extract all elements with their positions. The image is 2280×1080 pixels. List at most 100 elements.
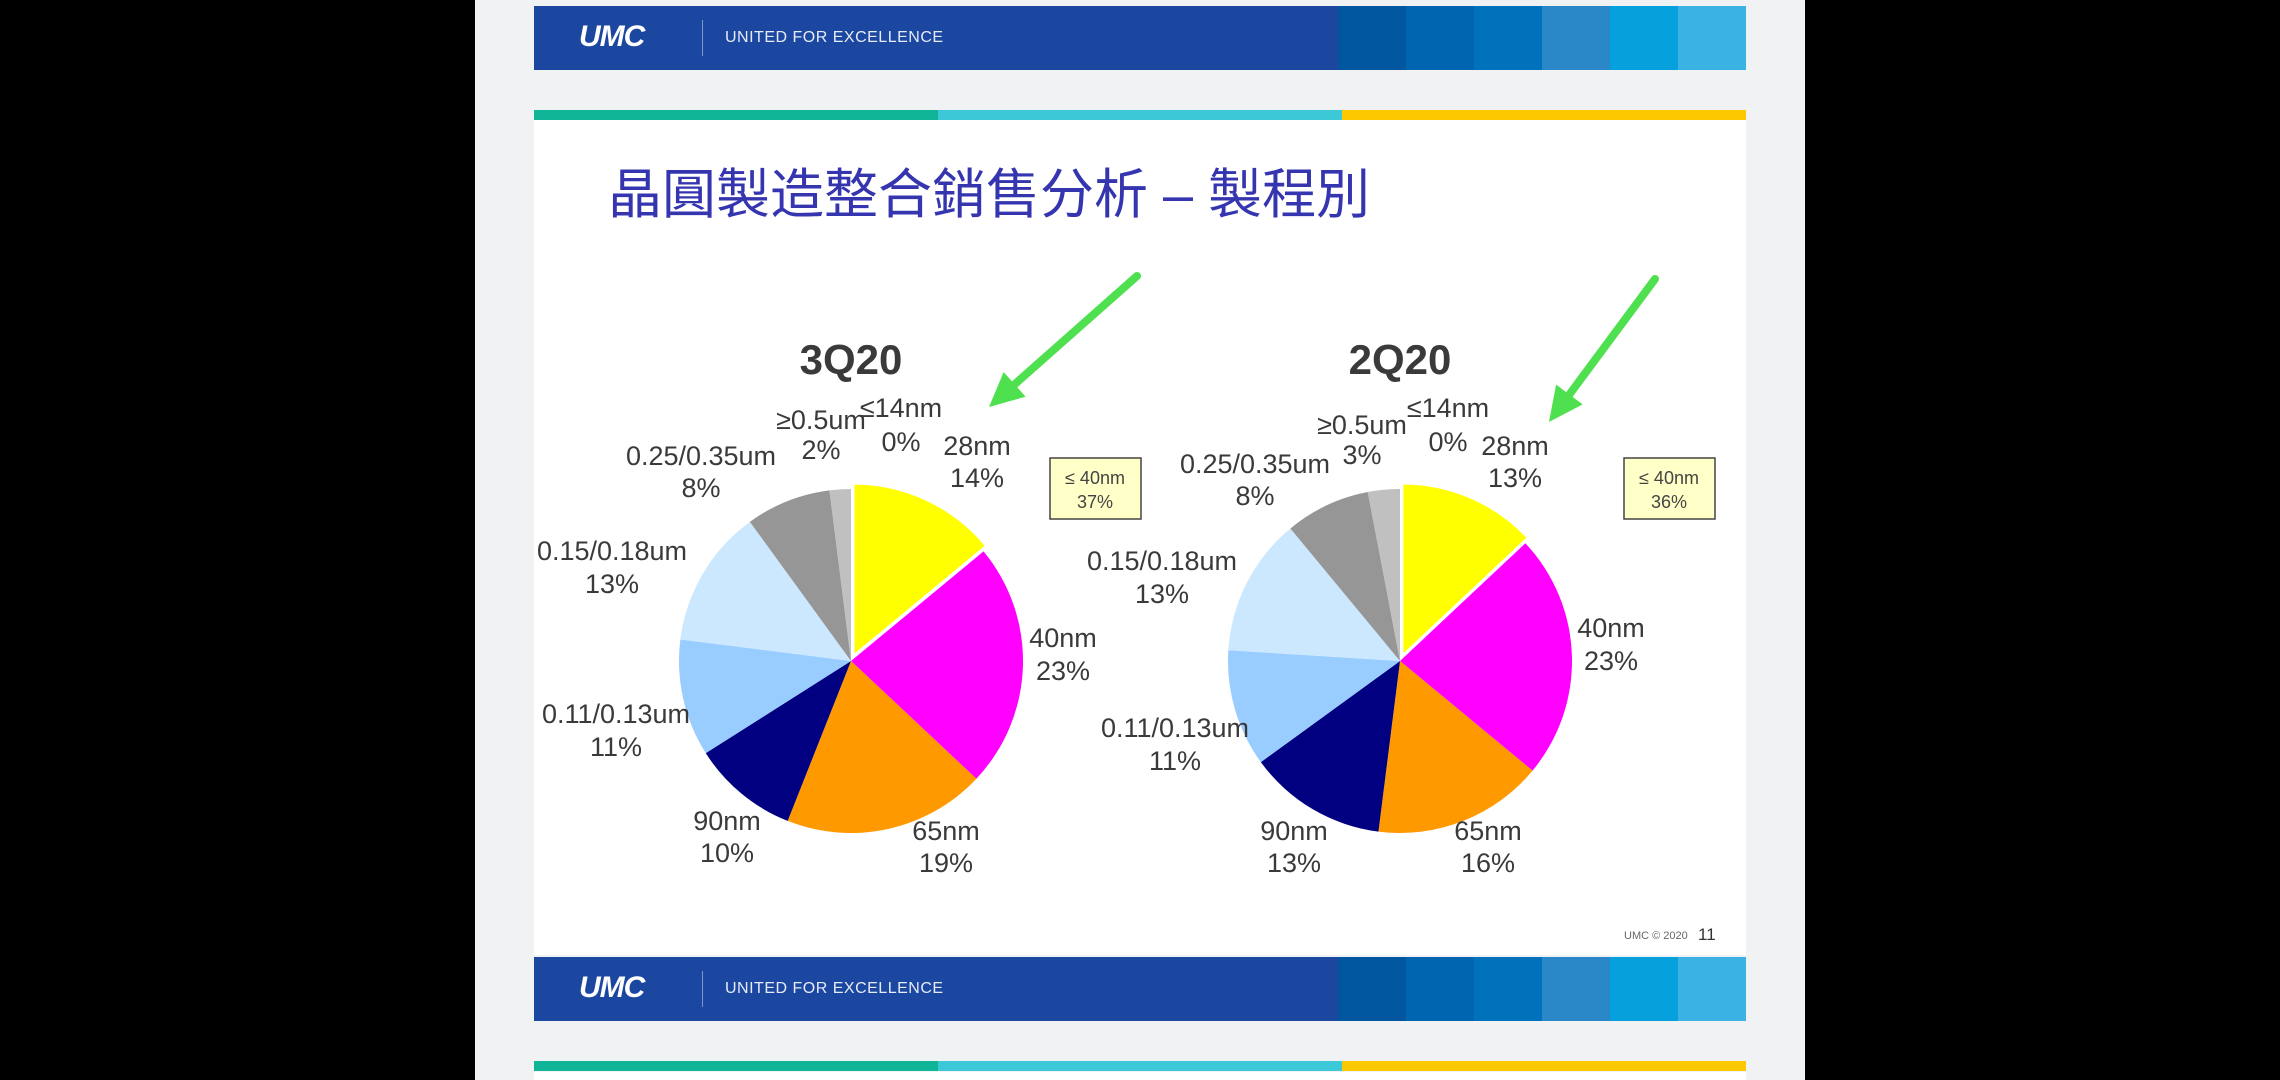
slice-label: 28nm <box>943 431 1011 461</box>
pie-slice-0.11/0.13um <box>1227 650 1400 763</box>
chart-title: 3Q20 <box>800 336 903 383</box>
pie-slice-90nm <box>1260 661 1400 832</box>
annotation-box <box>1623 457 1716 520</box>
pie-slice-28nm <box>1401 482 1530 658</box>
strip-segment <box>938 1061 1342 1071</box>
slice-label: ≤14nm <box>1407 393 1489 423</box>
slice-percent: 19% <box>919 848 973 878</box>
color-block <box>1678 6 1746 70</box>
tagline: UNITED FOR EXCELLENCE <box>725 29 944 46</box>
strip-segment <box>534 1061 938 1071</box>
strip-segment <box>1342 1061 1746 1071</box>
strip-segment <box>1342 110 1746 120</box>
pie-slice-≥0.5um <box>829 489 851 661</box>
slice-percent: 11% <box>590 732 642 762</box>
umc-logo: UMC <box>579 971 645 1004</box>
annotation-label: ≤ 40nm <box>1065 468 1125 488</box>
pie-slice-0.25/0.35um <box>749 490 851 661</box>
pie-slice-0.15/0.18um <box>1228 528 1400 661</box>
slice-percent: 11% <box>1149 746 1201 776</box>
slice-label: ≥0.5um <box>776 405 866 435</box>
strip-segment <box>938 110 1342 120</box>
color-blocks <box>1338 6 1746 70</box>
pie-slice-0.15/0.18um <box>680 521 851 661</box>
pie-slice-40nm <box>1400 543 1573 771</box>
slice-percent: 13% <box>585 569 639 599</box>
pie-slice-0.11/0.13um <box>679 639 851 754</box>
color-block <box>1338 957 1406 1021</box>
color-block <box>1474 957 1542 1021</box>
color-strip <box>534 110 1746 120</box>
pie-slice-≥0.5um <box>1367 489 1400 661</box>
slice-label: 65nm <box>912 816 980 846</box>
next-slide <box>534 1072 1746 1080</box>
pie-slice-40nm <box>851 551 1023 779</box>
color-block <box>1406 6 1474 70</box>
slice-label: 0.15/0.18um <box>537 536 687 566</box>
footer-banner: UMC UNITED FOR EXCELLENCE <box>534 957 1746 1021</box>
slice-label: ≥0.5um <box>1317 410 1407 440</box>
slice-percent: 8% <box>681 473 720 503</box>
annotation-label: ≤ 40nm <box>1639 468 1699 488</box>
divider <box>702 20 703 56</box>
slice-percent: 0% <box>881 427 920 457</box>
color-block <box>1474 6 1542 70</box>
pie-slice-65nm <box>787 661 977 834</box>
slice-label: 40nm <box>1577 613 1645 643</box>
green-arrow-icon <box>989 272 1141 407</box>
header-banner: UMC UNITED FOR EXCELLENCE <box>534 6 1746 70</box>
tagline: UNITED FOR EXCELLENCE <box>725 980 944 997</box>
slide-title: 晶圓製造整合銷售分析 – 製程別 <box>608 165 1371 225</box>
slice-percent: 23% <box>1584 646 1638 676</box>
umc-logo: UMC <box>579 20 645 53</box>
color-block <box>1678 957 1746 1021</box>
color-block <box>1338 6 1406 70</box>
color-blocks <box>1338 957 1746 1021</box>
slice-percent: 13% <box>1267 848 1321 878</box>
color-block <box>1610 6 1678 70</box>
color-block <box>1542 957 1610 1021</box>
slice-percent: 13% <box>1135 579 1189 609</box>
slice-percent: 16% <box>1461 848 1515 878</box>
slice-percent: 14% <box>950 463 1004 493</box>
color-strip <box>534 1061 1746 1071</box>
slice-label: 28nm <box>1481 431 1549 461</box>
slice-label: 0.15/0.18um <box>1087 546 1237 576</box>
slice-label: 65nm <box>1454 816 1522 846</box>
slice-label: 0.11/0.13um <box>1101 713 1249 743</box>
slice-percent: 10% <box>700 838 754 868</box>
slice-label: 0.11/0.13um <box>542 699 690 729</box>
pie-slice-90nm <box>705 661 851 821</box>
slice-percent: 8% <box>1235 481 1274 511</box>
slice-percent: 2% <box>801 435 840 465</box>
copyright: UMC © 2020 <box>1624 930 1688 942</box>
color-block <box>1542 6 1610 70</box>
divider <box>702 971 703 1007</box>
slice-percent: 3% <box>1342 440 1381 470</box>
slice-label: 40nm <box>1029 623 1097 653</box>
pie-slice-0.25/0.35um <box>1290 492 1400 661</box>
green-arrow-icon <box>1549 275 1659 422</box>
pie-slice-28nm <box>852 482 988 658</box>
strip-segment <box>534 110 938 120</box>
slice-percent: 13% <box>1488 463 1542 493</box>
pie-slice-65nm <box>1378 661 1533 833</box>
color-block <box>1406 957 1474 1021</box>
color-block <box>1610 957 1678 1021</box>
slice-label: 90nm <box>693 806 761 836</box>
annotation-value: 37% <box>1077 492 1113 512</box>
chart-title: 2Q20 <box>1349 336 1452 383</box>
slice-label: 0.25/0.35um <box>1180 449 1330 479</box>
page-number: 11 <box>1698 925 1716 944</box>
annotation-box <box>1049 457 1142 520</box>
slice-percent: 0% <box>1428 427 1467 457</box>
slice-label: 0.25/0.35um <box>626 441 776 471</box>
slice-percent: 23% <box>1036 656 1090 686</box>
slice-label: 90nm <box>1260 816 1328 846</box>
slice-label: ≤14nm <box>860 393 942 423</box>
annotation-value: 36% <box>1651 492 1687 512</box>
